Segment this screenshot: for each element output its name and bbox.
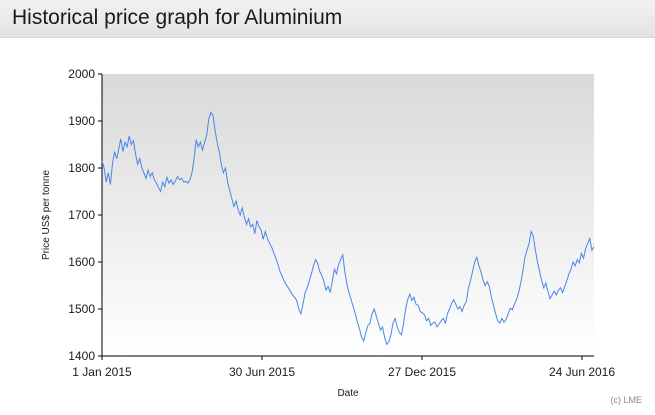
x-axis: 1 Jan 2015 30 Jun 2015 27 Dec 2015 24 Jun 2… [72,355,615,379]
y-tick-label: 1800 [68,161,95,175]
chart-svg: 1400 1500 1600 1700 1800 1900 2000 1 Jan 2015 3… [41,67,615,399]
x-tick-label: 24 Jun 2016 [549,365,615,379]
x-tick-label: 30 Jun 2015 [229,365,295,379]
page-title: Historical price graph for Aluminium [12,6,343,29]
plot-area [102,74,594,356]
y-tick-label: 2000 [68,67,95,81]
y-tick-label: 1600 [68,255,95,269]
copyright-credit: (c) LME [610,395,643,405]
aluminium-price-line [101,111,595,346]
page-header: Historical price graph for Aluminium [0,0,655,38]
x-axis-label: Date [337,388,359,399]
x-tick-label: 1 Jan 2015 [72,365,132,379]
y-tick-label: 1400 [68,349,95,363]
y-tick-label: 1700 [68,208,95,222]
y-tick-label: 1900 [68,114,95,128]
y-axis-label: Price US$ per tonne [41,170,52,260]
y-axis: 1400 1500 1600 1700 1800 1900 2000 [68,67,103,363]
x-tick-label: 27 Dec 2015 [388,365,456,379]
price-chart: 1400 1500 1600 1700 1800 1900 2000 1 Jan 2015 3… [0,38,655,415]
y-tick-label: 1500 [68,302,95,316]
